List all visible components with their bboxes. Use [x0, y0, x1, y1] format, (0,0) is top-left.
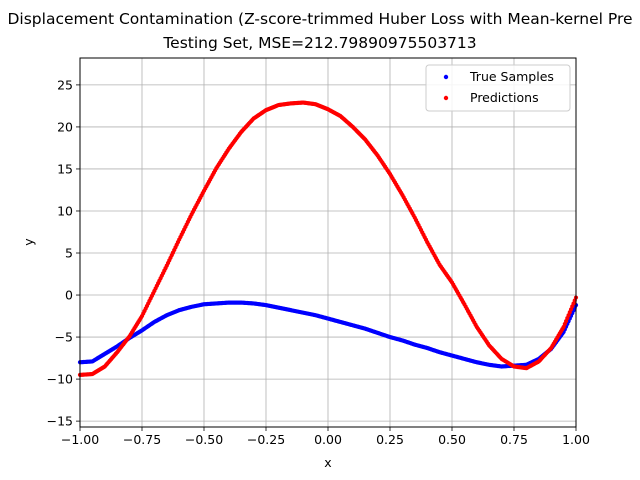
x-tick-label: −0.75	[123, 432, 161, 447]
legend-box	[425, 64, 571, 112]
axis-ticks: −1.00 −0.75 −0.50 −0.25 0.00 0.25 0.50 0.75 1.00…	[47, 77, 590, 447]
x-tick-label: −1.00	[61, 432, 99, 447]
legend-marker-predictions	[443, 95, 449, 101]
plot-series	[77, 100, 579, 377]
chart-title: Displacement Contamination (Z-score-trim…	[7, 10, 632, 28]
x-tick-label: 0.75	[500, 432, 528, 447]
chart-subtitle: Testing Set, MSE=212.79890975503713	[162, 34, 476, 52]
y-tick-label: 5	[65, 246, 73, 261]
y-axis-label: y	[21, 238, 36, 246]
y-tick-label: −15	[47, 414, 73, 429]
x-axis-label: x	[324, 455, 331, 470]
y-tick-label: 20	[57, 119, 73, 134]
x-tick-label: 0.50	[438, 432, 466, 447]
y-tick-label: 0	[65, 288, 73, 303]
x-tick-label: 1.00	[562, 432, 590, 447]
legend-label-true-samples: True Samples	[469, 69, 554, 84]
y-tick-label: 15	[57, 161, 73, 176]
y-tick-label: 10	[57, 203, 73, 218]
x-tick-label: 0.00	[314, 432, 342, 447]
legend: True Samples Predictions	[425, 64, 571, 112]
series-true-samples	[77, 300, 579, 369]
y-tick-label: −5	[55, 330, 73, 345]
series-predictions	[77, 100, 579, 377]
y-tick-label: −10	[47, 372, 73, 387]
x-tick-label: 0.25	[376, 432, 404, 447]
grid-lines	[79, 58, 577, 427]
legend-marker-true-samples	[443, 74, 449, 80]
x-tick-label: −0.50	[185, 432, 223, 447]
legend-label-predictions: Predictions	[470, 90, 539, 105]
x-tick-label: −0.25	[247, 432, 285, 447]
y-tick-label: 25	[57, 77, 73, 92]
